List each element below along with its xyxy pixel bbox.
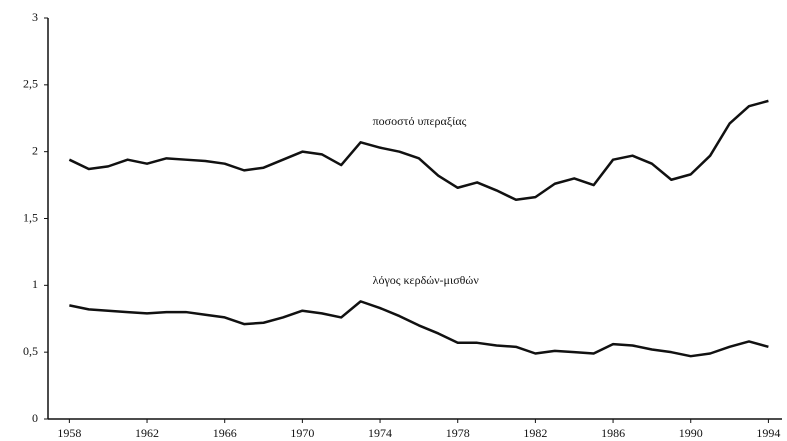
x-tick-label: 1958 bbox=[57, 426, 81, 440]
y-tick-label: 0,5 bbox=[23, 344, 38, 358]
x-tick-label: 1966 bbox=[213, 426, 237, 440]
y-tick-label: 1,5 bbox=[23, 210, 38, 224]
x-tick-label: 1990 bbox=[679, 426, 703, 440]
y-tick-label: 2 bbox=[32, 143, 38, 157]
data-line bbox=[69, 300, 769, 358]
x-tick-label: 1974 bbox=[368, 426, 392, 440]
series-label: ποσοστό υπεραξίας bbox=[373, 114, 467, 128]
data-line bbox=[68, 99, 769, 202]
series-label: λόγος κερδών-μισθών bbox=[373, 273, 480, 287]
x-tick-label: 1970 bbox=[290, 426, 314, 440]
y-tick-label: 1 bbox=[32, 277, 38, 291]
x-tick-label: 1982 bbox=[523, 426, 547, 440]
x-tick-label: 1978 bbox=[446, 426, 470, 440]
x-tick-label: 1994 bbox=[756, 426, 780, 440]
y-tick-label: 0 bbox=[32, 411, 38, 425]
y-tick-label: 2,5 bbox=[23, 77, 38, 91]
x-tick-label: 1986 bbox=[601, 426, 625, 440]
y-tick-label: 3 bbox=[32, 10, 38, 24]
x-tick-label: 1962 bbox=[135, 426, 159, 440]
